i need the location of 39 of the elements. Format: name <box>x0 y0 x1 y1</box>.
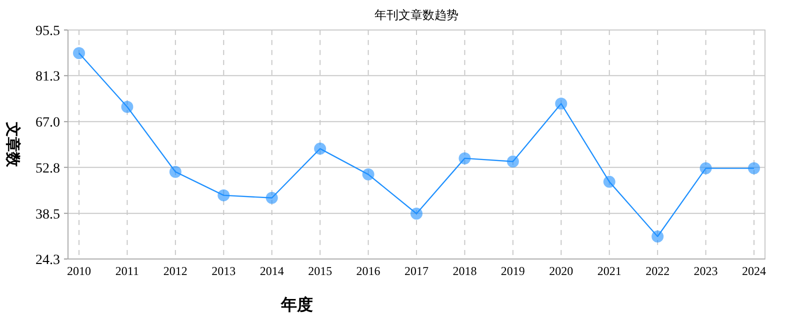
point <box>410 208 422 220</box>
y-tick-label: 95.5 <box>36 24 60 39</box>
y-tick-label: 52.8 <box>36 161 60 176</box>
point <box>121 100 134 113</box>
point <box>266 192 278 204</box>
x-tick-label: 2010 <box>67 264 91 278</box>
point <box>362 168 374 180</box>
chart-title: 年刊文章数趋势 <box>374 8 458 22</box>
x-tick-label: 2021 <box>597 264 622 278</box>
y-tick-label: 38.5 <box>36 207 60 222</box>
x-tick-label: 2014 <box>260 264 284 278</box>
x-axis-title: 年度 <box>280 295 313 314</box>
x-tick-label: 2015 <box>308 264 332 278</box>
point <box>555 98 568 110</box>
point <box>603 176 616 188</box>
point <box>700 162 712 174</box>
x-tick-label: 2018 <box>452 264 477 278</box>
point <box>218 189 230 202</box>
x-tick-label: 2024 <box>742 264 766 278</box>
x-tick-label: 2016 <box>356 264 380 278</box>
x-tick-label: 2011 <box>115 264 139 278</box>
y-tick-label: 67.0 <box>36 116 60 131</box>
x-tick-label: 2017 <box>404 264 428 278</box>
x-tick-label: 2013 <box>212 264 236 278</box>
y-tick-label: 24.3 <box>36 253 60 268</box>
x-tick-label: 2023 <box>694 264 718 278</box>
x-tick-label: 2012 <box>163 264 188 278</box>
point <box>314 142 326 155</box>
point <box>169 166 182 178</box>
y-axis-title: 文章数 <box>4 121 22 168</box>
x-tick-label: 2020 <box>549 264 574 278</box>
point <box>73 47 85 60</box>
point <box>506 156 519 168</box>
point <box>458 152 471 164</box>
point <box>652 230 664 242</box>
x-tick-label: 2019 <box>500 264 525 278</box>
x-tick-label: 2022 <box>646 264 670 278</box>
y-tick-label: 81.3 <box>36 70 60 85</box>
point <box>748 162 760 174</box>
